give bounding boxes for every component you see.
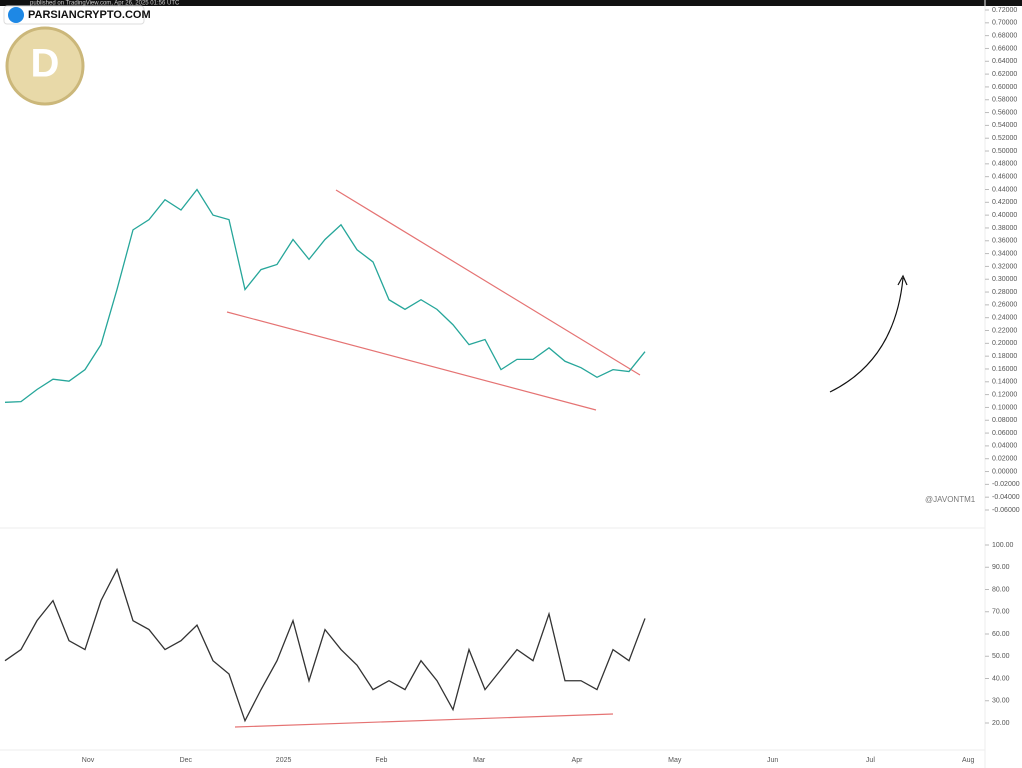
x-tick-label: Mar [473,757,486,764]
y-tick-label: 0.70000 [992,20,1017,27]
y-tick-label: 0.20000 [992,340,1017,347]
x-tick-label: Feb [375,757,387,764]
lower-trendline [226,311,597,411]
y-tick-label: 40.00 [992,675,1010,682]
site-name: PARSIANCRYPTO.COM [28,9,151,21]
y-tick-label: 0.48000 [992,161,1017,168]
published-text: published on TradingView.com, Apr 26, 20… [30,1,180,7]
y-tick-label: 0.36000 [992,238,1017,245]
y-tick-label: 0.34000 [992,250,1017,257]
y-tick-label: 0.32000 [992,263,1017,270]
x-tick-label: Aug [962,757,975,764]
y-tick-label: 0.26000 [992,302,1017,309]
y-tick-label: 80.00 [992,586,1010,593]
rsi-trendline [234,713,614,728]
y-tick-label: 0.38000 [992,225,1017,232]
logo-icon [8,7,24,23]
watermark: @JAVONTM1 [925,495,976,504]
y-tick-label: 0.46000 [992,174,1017,181]
y-tick-label: 30.00 [992,698,1010,705]
arrow [829,277,904,393]
y-tick-label: 0.68000 [992,32,1017,39]
y-tick-label: 0.00000 [992,468,1017,475]
doge-logo [5,26,85,106]
y-tick-label: 0.28000 [992,289,1017,296]
y-tick-label: -0.04000 [992,494,1020,501]
x-tick-label: Jul [866,757,875,764]
y-tick-label: 50.00 [992,653,1010,660]
y-tick-label: 70.00 [992,609,1010,616]
series-line [4,188,646,403]
upper-trendline [335,189,641,376]
x-tick-label: May [668,757,682,764]
y-tick-label: 0.50000 [992,148,1017,155]
y-tick-label: 0.08000 [992,417,1017,424]
y-tick-label: 0.64000 [992,58,1017,65]
x-tick-label: Dec [180,757,193,764]
y-tick-label: 0.10000 [992,404,1017,411]
y-tick-label: 0.44000 [992,186,1017,193]
logo-box [3,5,145,25]
arrow-head [897,274,908,286]
x-tick-label: 2025 [276,757,292,764]
y-tick-label: 0.16000 [992,366,1017,373]
top-bar [0,0,1022,6]
y-tick-label: 0.02000 [992,456,1017,463]
series-line [4,567,646,723]
y-tick-label: 0.22000 [992,327,1017,334]
y-tick-label: 0.40000 [992,212,1017,219]
y-tick-label: -0.02000 [992,481,1020,488]
y-tick-label: 0.52000 [992,135,1017,142]
y-tick-label: 0.66000 [992,45,1017,52]
y-tick-label: 0.58000 [992,97,1017,104]
y-tick-label: 0.06000 [992,430,1017,437]
y-tick-label: 0.72000 [992,7,1017,14]
y-tick-label: 0.24000 [992,315,1017,322]
doge-letter: D [31,42,60,86]
y-tick-label: 0.14000 [992,379,1017,386]
y-tick-label: 0.12000 [992,391,1017,398]
y-tick-label: -0.06000 [992,507,1020,514]
y-tick-label: 90.00 [992,564,1010,571]
y-tick-label: 60.00 [992,631,1010,638]
y-tick-label: 100.00 [992,542,1014,549]
y-tick-label: 0.18000 [992,353,1017,360]
y-tick-label: 0.60000 [992,84,1017,91]
y-tick-label: 0.56000 [992,109,1017,116]
y-tick-label: 20.00 [992,720,1010,727]
y-tick-label: 0.62000 [992,71,1017,78]
y-tick-label: 0.54000 [992,122,1017,129]
x-tick-label: Jun [767,757,778,764]
y-tick-label: 0.42000 [992,199,1017,206]
y-tick-label: 0.30000 [992,276,1017,283]
x-tick-label: Apr [572,757,584,764]
x-tick-label: Nov [82,757,95,764]
y-tick-label: 0.04000 [992,443,1017,450]
